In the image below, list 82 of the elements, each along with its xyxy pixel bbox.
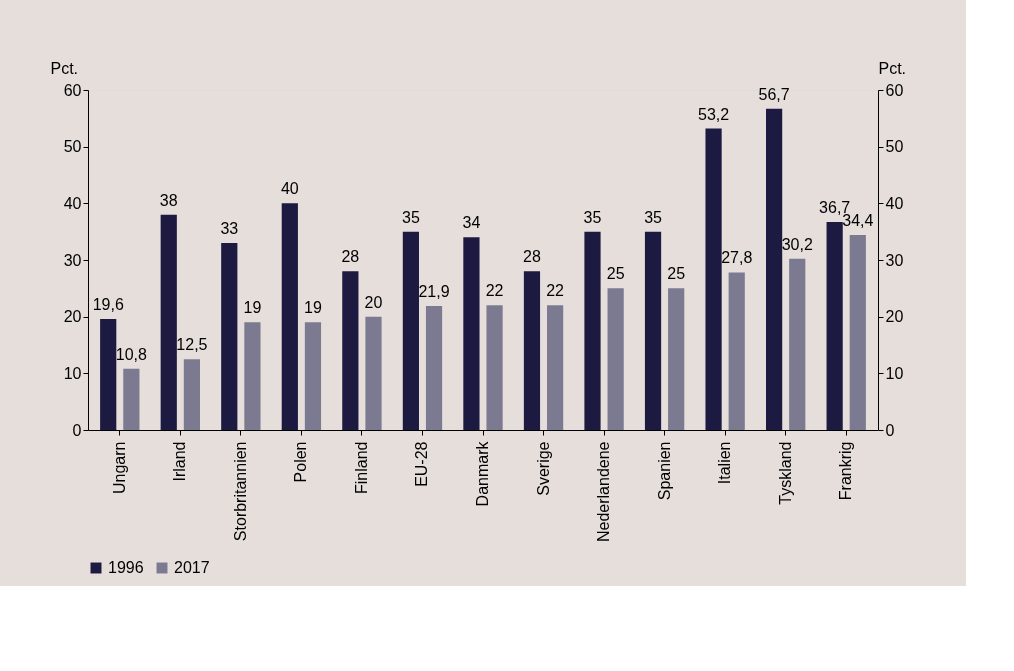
legend-label: 2017 bbox=[174, 559, 210, 576]
data-label: 28 bbox=[341, 248, 360, 266]
x-tick-label: Tyskland bbox=[776, 441, 794, 505]
x-tick-label: Ungarn bbox=[110, 441, 128, 494]
x-tick-label: Storbritannien bbox=[231, 441, 249, 542]
bar bbox=[342, 271, 359, 430]
data-label: 19 bbox=[243, 299, 262, 317]
bar bbox=[849, 235, 866, 430]
data-label: 30,2 bbox=[781, 235, 813, 253]
y2-tick-label: 50 bbox=[885, 138, 904, 156]
bar bbox=[644, 231, 662, 430]
data-label: 19 bbox=[304, 299, 322, 317]
bar bbox=[463, 237, 480, 430]
data-label: 25 bbox=[606, 265, 625, 283]
y2-tick-label: 10 bbox=[885, 364, 904, 382]
x-tick-label: Danmark bbox=[474, 440, 491, 507]
y-tick-label: 40 bbox=[63, 194, 82, 212]
bar bbox=[523, 271, 541, 430]
x-tick-label: Irland bbox=[171, 441, 189, 482]
x-tick-label: EU-28 bbox=[413, 441, 431, 487]
bar bbox=[100, 318, 117, 430]
data-label: 19,6 bbox=[92, 295, 124, 313]
bar bbox=[668, 288, 685, 430]
x-tick-label: Polen bbox=[292, 441, 310, 483]
y-tick-label: 30 bbox=[63, 251, 82, 269]
x-tick-label: Nederlandene bbox=[595, 441, 613, 543]
data-label: 25 bbox=[667, 265, 686, 283]
data-label: 34 bbox=[462, 214, 481, 232]
data-label: 34,4 bbox=[842, 212, 874, 230]
data-label: 38 bbox=[159, 191, 178, 209]
bar bbox=[547, 305, 564, 430]
x-tick-label: Spanien bbox=[655, 441, 673, 501]
bar bbox=[365, 316, 382, 430]
y2-axis-title: Pct. bbox=[878, 59, 907, 77]
y-tick-label: 60 bbox=[63, 81, 82, 99]
data-label: 33 bbox=[220, 220, 239, 237]
y2-tick-label: 60 bbox=[885, 81, 904, 99]
y-tick-label: 0 bbox=[72, 421, 82, 439]
y2-tick-label: 40 bbox=[885, 194, 904, 212]
legend-label: 1996 bbox=[108, 559, 144, 576]
data-label: 22 bbox=[546, 282, 565, 300]
data-label: 28 bbox=[523, 248, 541, 266]
bar bbox=[402, 231, 419, 430]
y-tick-label: 10 bbox=[63, 364, 82, 382]
y-axis-title: Pct. bbox=[50, 59, 79, 77]
data-label: 12,5 bbox=[176, 336, 208, 354]
y2-tick-label: 30 bbox=[885, 251, 904, 269]
data-label: 22 bbox=[485, 282, 504, 300]
bar bbox=[244, 322, 261, 430]
bar bbox=[607, 288, 624, 430]
x-tick-label: Italien bbox=[716, 441, 734, 485]
y2-tick-label: 20 bbox=[885, 308, 904, 326]
data-label: 56,7 bbox=[758, 85, 790, 103]
x-tick-label: Sverige bbox=[534, 441, 552, 496]
data-label: 27,8 bbox=[721, 249, 753, 267]
bar bbox=[766, 108, 783, 430]
data-label: 40 bbox=[280, 180, 299, 198]
x-tick-label: Finland bbox=[352, 441, 370, 494]
data-label: 53,2 bbox=[698, 105, 730, 123]
bar bbox=[123, 368, 140, 430]
bar bbox=[789, 258, 806, 430]
data-label: 20 bbox=[364, 293, 383, 311]
bar bbox=[728, 272, 745, 430]
bar bbox=[221, 243, 238, 430]
bar bbox=[425, 305, 443, 430]
bar bbox=[183, 359, 200, 430]
data-label: 21,9 bbox=[418, 282, 450, 300]
bar bbox=[486, 305, 503, 430]
y2-tick-label: 0 bbox=[885, 421, 895, 439]
bar bbox=[826, 222, 843, 430]
x-tick-label: Frankrig bbox=[837, 441, 855, 501]
y-tick-label: 50 bbox=[63, 138, 82, 156]
data-label: 10,8 bbox=[115, 345, 148, 363]
bar bbox=[584, 231, 601, 430]
bar bbox=[705, 128, 722, 430]
data-label: 35 bbox=[644, 208, 663, 226]
bar bbox=[304, 322, 322, 430]
data-label: 35 bbox=[583, 208, 602, 226]
bar bbox=[281, 203, 298, 430]
bar bbox=[160, 214, 177, 430]
y-tick-label: 20 bbox=[63, 308, 82, 326]
data-label: 35 bbox=[401, 208, 420, 226]
